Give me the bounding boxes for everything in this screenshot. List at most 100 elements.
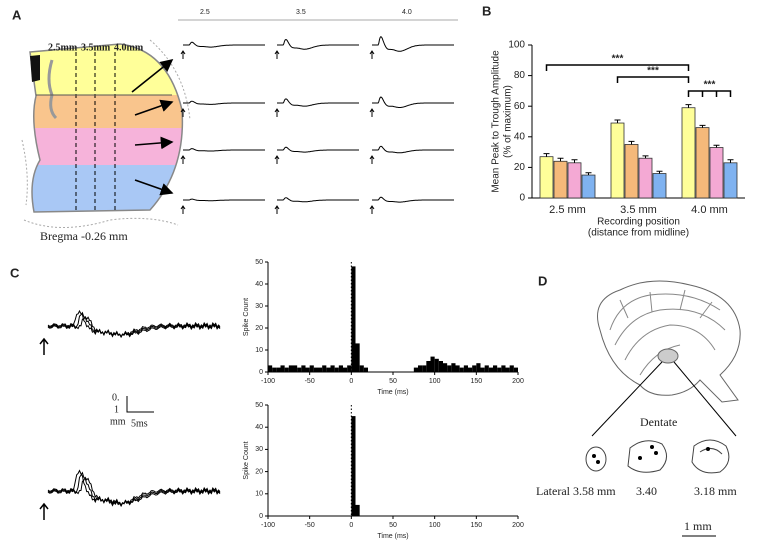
column-label: 2.5 — [200, 9, 210, 16]
slice-bands — [30, 44, 183, 212]
x-tick-label: -100 — [261, 378, 275, 385]
histogram-bar — [313, 367, 318, 372]
significance-label: *** — [704, 80, 716, 91]
histogram-bar — [493, 365, 498, 372]
stimulus-arrow — [369, 155, 375, 164]
histogram-bar — [280, 365, 285, 372]
y-tick-label: 80 — [514, 70, 526, 81]
scale-label: 5ms — [131, 418, 148, 429]
x-tick-label: 200 — [512, 378, 524, 385]
error-bar — [628, 140, 635, 145]
site-dot — [650, 445, 654, 449]
stimulus-arrow — [274, 205, 280, 214]
waveform — [183, 198, 265, 202]
histogram-bar — [272, 367, 277, 372]
scale-label: 1 — [114, 404, 119, 415]
column-label: 3.5 — [296, 9, 306, 16]
x-tick-label: -100 — [261, 522, 275, 529]
waveform — [372, 145, 454, 154]
spike-trace — [47, 471, 221, 507]
bar — [695, 127, 710, 199]
y-tick-label: 40 — [514, 131, 526, 142]
histogram-bar — [468, 367, 473, 372]
histogram-bar — [288, 365, 293, 372]
y-tick-label: 30 — [255, 446, 263, 453]
error-bar — [699, 124, 706, 128]
site-dot — [654, 451, 658, 455]
position-label: 3.18 mm — [694, 484, 737, 498]
histogram-bar — [297, 367, 302, 372]
position-label: Lateral 3.58 mm — [536, 484, 616, 498]
waveform — [372, 96, 454, 108]
section-outline — [627, 440, 667, 473]
histogram-bar — [355, 343, 360, 372]
histogram-bar — [268, 365, 273, 372]
histogram-bar — [359, 365, 364, 372]
significance-label: *** — [647, 66, 659, 77]
histogram-bar — [472, 365, 477, 372]
y-tick-label: 10 — [255, 347, 263, 354]
dentate-nucleus — [657, 348, 679, 364]
histogram-bar — [488, 367, 493, 372]
significance-bracket — [545, 64, 690, 71]
histogram-bar — [305, 367, 310, 372]
histogram-bar — [363, 367, 368, 372]
histogram-bar — [301, 365, 306, 372]
error-bar — [727, 159, 734, 163]
stimulus-arrow — [39, 502, 49, 520]
slice-contour — [21, 39, 191, 228]
x-tick-label: 50 — [389, 522, 397, 529]
stimulus-arrow — [180, 108, 186, 117]
stimulus-arrow — [369, 50, 375, 59]
y-tick-label: 20 — [514, 162, 526, 173]
bar — [652, 173, 667, 199]
column-label: 4.0 — [402, 9, 412, 16]
bar — [553, 160, 568, 199]
histogram-bar — [351, 416, 356, 516]
histogram-bar — [413, 367, 418, 372]
y-axis-label: Spike Count — [243, 298, 250, 336]
stimulus-arrow — [274, 108, 280, 117]
error-bar — [543, 153, 550, 157]
y-tick-label: 0 — [519, 193, 525, 204]
histogram-bar — [426, 361, 431, 372]
error-bar — [656, 170, 663, 174]
stimulus-arrow — [180, 155, 186, 164]
error-bar — [585, 172, 592, 176]
x-tick-label: -50 — [305, 378, 315, 385]
zoom-line — [591, 361, 663, 437]
histogram-bar — [484, 365, 489, 372]
scale-bar — [126, 396, 154, 413]
scale-label: 0. — [112, 392, 120, 403]
stimulus-arrow — [274, 50, 280, 59]
x-tick-label: 2.5 mm — [549, 204, 586, 216]
y-tick-label: 40 — [255, 281, 263, 288]
histogram-bar — [322, 365, 327, 372]
error-bar — [614, 119, 621, 124]
y-tick-label: 50 — [255, 259, 263, 266]
waveform — [277, 197, 359, 203]
y-tick-label: 20 — [255, 325, 263, 332]
spike-trace — [47, 309, 221, 338]
waveform — [183, 100, 265, 105]
histogram-bar — [509, 365, 514, 372]
bar — [567, 162, 582, 199]
tissue-mark — [30, 55, 40, 82]
histogram-bar — [330, 365, 335, 372]
x-tick-label: 200 — [512, 522, 524, 529]
histogram-bar — [505, 367, 510, 372]
position-label: 3.40 — [636, 484, 657, 498]
y-axis-label: Spike Count — [243, 441, 250, 479]
histogram-bar — [422, 365, 427, 372]
y-tick-label: 0 — [259, 513, 263, 520]
cerebellar-folds — [609, 289, 726, 376]
stimulus-arrow — [180, 205, 186, 214]
histogram-bar — [347, 365, 352, 372]
stimulus-arrow — [180, 50, 186, 59]
x-axis-label: (distance from midline) — [588, 228, 689, 239]
zoom-line — [673, 361, 737, 437]
bar — [723, 162, 738, 199]
x-tick-label: 150 — [470, 378, 482, 385]
